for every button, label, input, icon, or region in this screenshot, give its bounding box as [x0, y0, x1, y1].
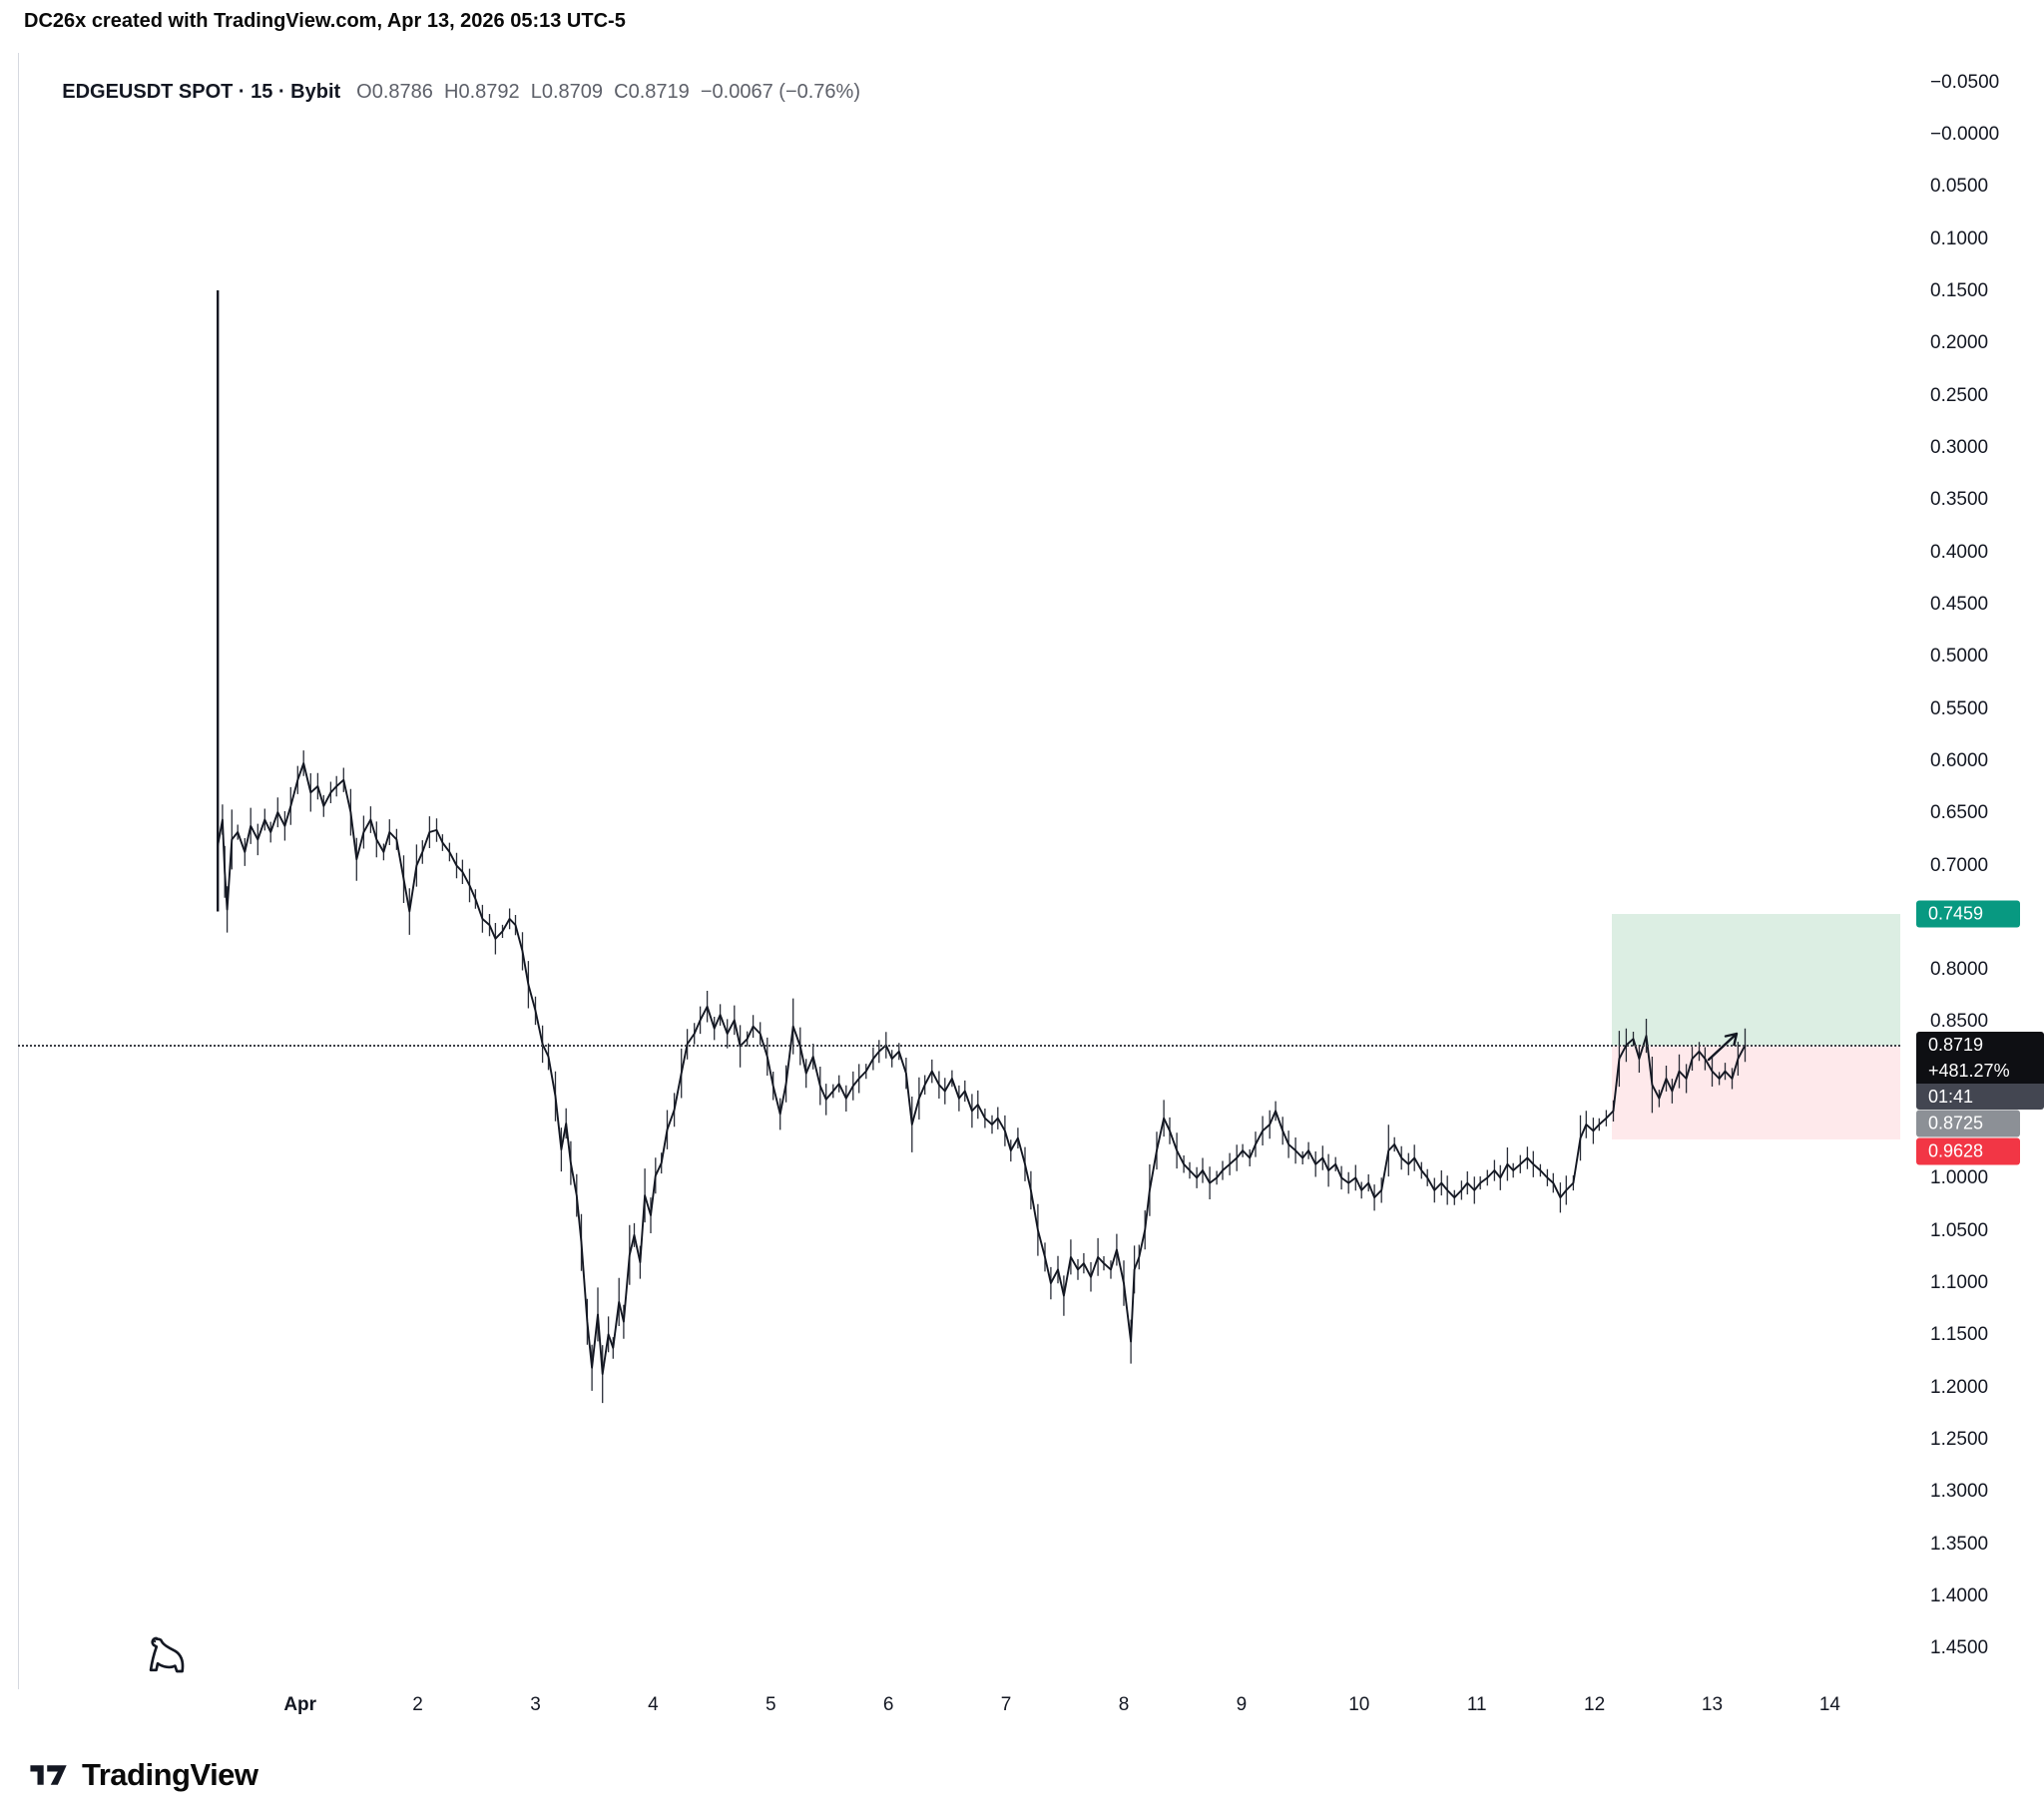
price-axis-label: 0.2500 [1930, 384, 1989, 406]
bar-countdown: 01:41 [1916, 1084, 2044, 1111]
time-axis-label: 4 [648, 1694, 659, 1715]
price-axis-label: −0.0500 [1930, 71, 2000, 93]
price-axis-label: 1.0500 [1930, 1219, 1989, 1241]
time-axis-label: 13 [1701, 1694, 1724, 1715]
entry-price-badge[interactable]: 0.8725 [1916, 1110, 2020, 1137]
price-axis-label: 0.6500 [1930, 802, 1989, 824]
time-axis-label: 6 [882, 1694, 894, 1715]
price-axis-label: 0.3500 [1930, 489, 1989, 511]
price-axis-label: 0.5500 [1930, 697, 1989, 719]
price-axis-label: 0.6000 [1930, 749, 1989, 771]
price-axis-label: 1.3500 [1930, 1533, 1989, 1555]
price-axis-label: 1.4500 [1930, 1637, 1989, 1659]
time-axis-label: 2 [412, 1694, 423, 1715]
pane-left-border [18, 53, 19, 1689]
target-price-badge[interactable]: 0.7459 [1916, 900, 2020, 928]
price-axis-label: 0.1000 [1930, 227, 1989, 249]
tradingview-logo-icon [30, 1765, 67, 1785]
dino-icon [149, 1636, 185, 1673]
time-axis-label: 8 [1118, 1694, 1130, 1715]
price-axis-label: 0.5000 [1930, 646, 1989, 668]
price-axis-label: 1.2500 [1930, 1428, 1989, 1450]
time-axis-label: 14 [1818, 1694, 1840, 1715]
tradingview-logo-text: TradingView [82, 1757, 258, 1792]
price-axis-label: 0.4500 [1930, 593, 1989, 615]
chart-plot-area[interactable] [0, 0, 1900, 1696]
stop-price-badge[interactable]: 0.9628 [1916, 1137, 2020, 1165]
price-axis-label: 1.4000 [1930, 1584, 1989, 1606]
time-axis-label: 10 [1348, 1694, 1370, 1715]
price-axis-label: 0.8000 [1930, 959, 1989, 981]
price-axis-label: 1.2000 [1930, 1376, 1989, 1398]
last-price-badge: 0.8719 +481.27% 01:41 [1916, 1032, 2044, 1111]
time-axis-label: 3 [530, 1694, 541, 1715]
time-axis-label: 11 [1466, 1694, 1487, 1715]
time-axis-label: 9 [1236, 1694, 1248, 1715]
chart-legend: EDGEUSDT SPOT · 15 · Bybit O0.8786 H0.879… [40, 58, 860, 127]
price-axis-label: 1.3000 [1930, 1481, 1989, 1503]
last-price-value: 0.8719 [1916, 1032, 2044, 1059]
price-axis[interactable]: −0.0500 −0.0000 0.0500 0.1000 0.1500 0.2000 0.… [1900, 0, 2044, 1696]
symbol-title: EDGEUSDT SPOT · 15 · Bybit [62, 81, 341, 103]
ohlc-values: O0.8786 H0.8792 L0.8709 C0.8719 −0.0067 … [356, 81, 860, 103]
price-axis-label: 0.7000 [1930, 854, 1989, 876]
current-price-line [18, 1045, 1900, 1048]
time-axis-label: Apr [283, 1694, 317, 1715]
price-axis-label: 0.4000 [1930, 541, 1989, 563]
price-axis-label: 0.2000 [1930, 332, 1989, 354]
time-axis[interactable]: Apr 2 3 4 5 6 7 8 9 10 11 12 13 14 [0, 1694, 1900, 1734]
time-axis-label: 5 [766, 1694, 776, 1715]
price-axis-label: 0.8500 [1930, 1011, 1989, 1033]
price-axis-label: 0.0500 [1930, 176, 1989, 198]
snapshot-credit: DC26x created with TradingView.com, Apr … [24, 10, 626, 32]
price-axis-label: 1.1500 [1930, 1324, 1989, 1346]
position-loss-zone[interactable] [1612, 1045, 1900, 1140]
price-axis-label: 0.1500 [1930, 280, 1989, 302]
price-axis-label: 1.1000 [1930, 1272, 1989, 1294]
price-axis-label: −0.0000 [1930, 124, 2000, 146]
position-profit-zone[interactable] [1612, 913, 1900, 1046]
time-axis-label: 12 [1584, 1694, 1606, 1715]
price-axis-label: 0.3000 [1930, 436, 1989, 458]
time-axis-label: 7 [1000, 1694, 1012, 1715]
tradingview-logo[interactable]: TradingView [26, 1752, 258, 1798]
change-percent-value: +481.27% [1916, 1058, 2044, 1085]
price-axis-label: 1.0000 [1930, 1167, 1989, 1189]
